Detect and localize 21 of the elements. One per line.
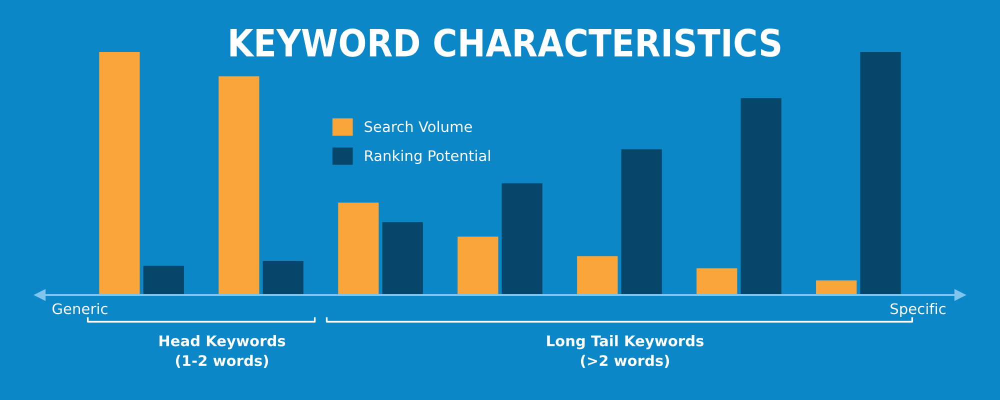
text: Long Tail Keywords (>2 words) [547,335,704,368]
legend-label: Ranking Potential [365,150,490,164]
text: Specific [890,302,946,318]
bar [143,266,184,295]
bar [262,260,304,295]
bar [621,149,662,295]
chart-title: KEYWORD CHARACTERISTICS [230,28,780,57]
legend-label: Search Volume [364,120,472,132]
bar [696,268,738,295]
bar [458,236,498,295]
bar [816,280,857,295]
text: Generic [52,302,108,314]
bar [502,183,542,295]
bar [99,52,140,295]
bar [860,52,901,295]
bar [740,98,782,295]
bar [382,222,423,295]
bar [577,256,618,295]
bar [218,76,260,295]
bar [338,202,379,295]
text: Head Keywords (1-2 words) [159,335,286,368]
